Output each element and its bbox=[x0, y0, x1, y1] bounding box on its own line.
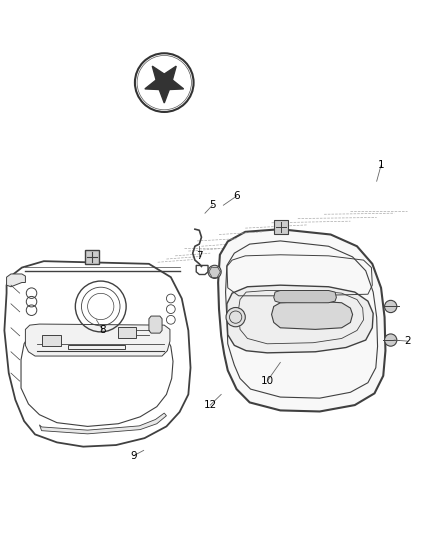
Polygon shape bbox=[7, 274, 25, 287]
Polygon shape bbox=[159, 83, 169, 103]
Polygon shape bbox=[39, 413, 166, 434]
Circle shape bbox=[226, 308, 245, 327]
Circle shape bbox=[208, 265, 221, 278]
Circle shape bbox=[385, 334, 397, 346]
Polygon shape bbox=[227, 285, 373, 353]
Circle shape bbox=[385, 300, 397, 313]
Polygon shape bbox=[118, 327, 136, 338]
Polygon shape bbox=[218, 229, 385, 411]
Polygon shape bbox=[42, 335, 61, 346]
Polygon shape bbox=[156, 76, 173, 91]
FancyBboxPatch shape bbox=[85, 250, 99, 264]
Text: 12: 12 bbox=[204, 400, 217, 410]
Polygon shape bbox=[145, 80, 164, 90]
Polygon shape bbox=[152, 66, 164, 83]
Polygon shape bbox=[272, 301, 353, 329]
Text: 8: 8 bbox=[99, 326, 106, 335]
Text: 9: 9 bbox=[130, 451, 137, 461]
FancyBboxPatch shape bbox=[274, 220, 288, 233]
Polygon shape bbox=[25, 324, 170, 356]
Polygon shape bbox=[164, 66, 176, 83]
Text: 1: 1 bbox=[378, 160, 385, 170]
Text: 5: 5 bbox=[209, 200, 216, 210]
Text: 10: 10 bbox=[261, 376, 274, 386]
Text: 6: 6 bbox=[233, 191, 240, 201]
Polygon shape bbox=[274, 290, 336, 303]
Polygon shape bbox=[149, 316, 162, 333]
Polygon shape bbox=[164, 80, 184, 90]
Text: 2: 2 bbox=[404, 336, 411, 346]
Text: 7: 7 bbox=[196, 251, 203, 261]
